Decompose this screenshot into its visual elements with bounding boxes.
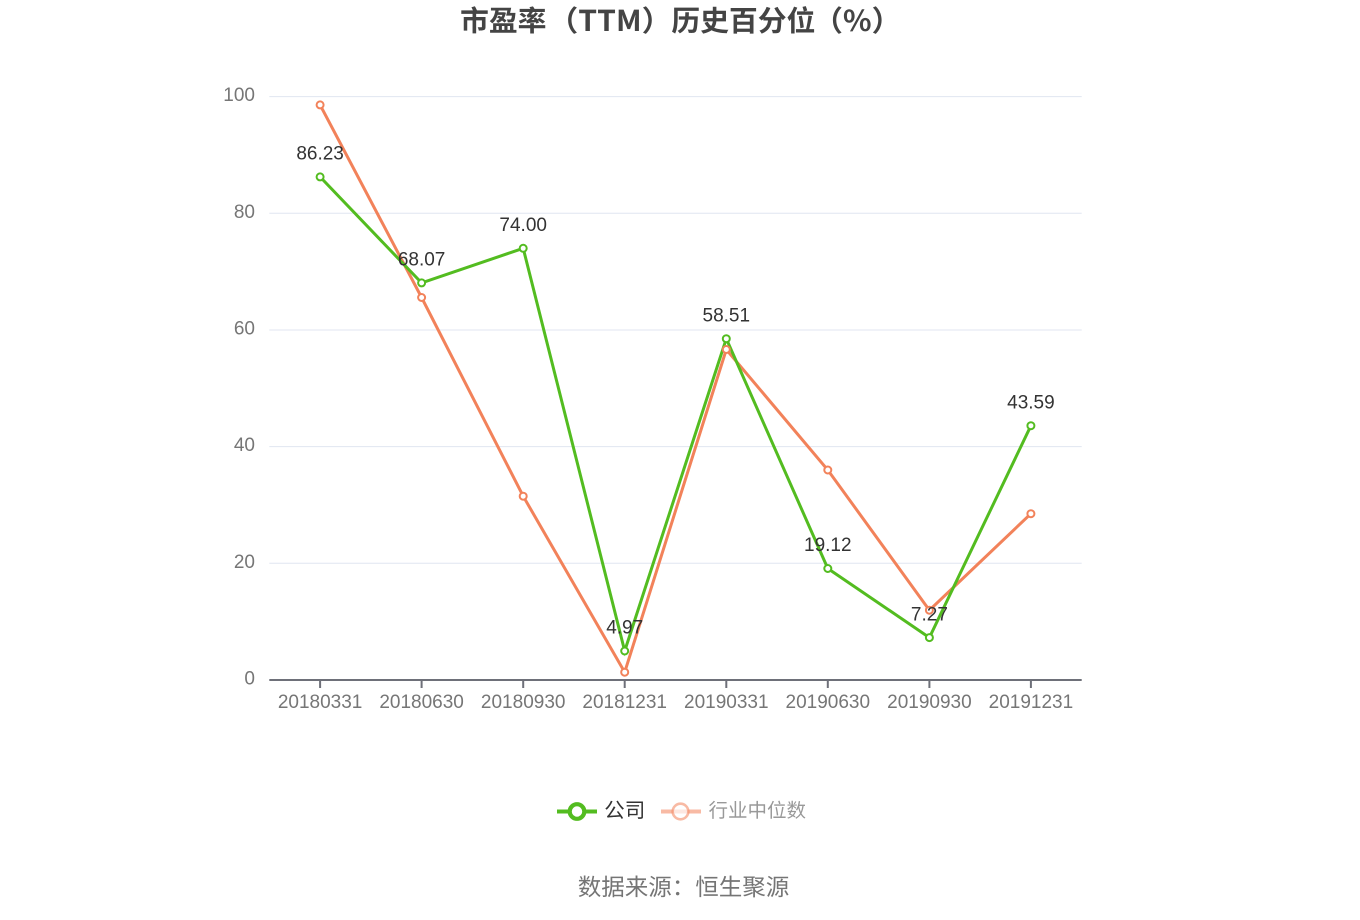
svg-text:58.51: 58.51 [703,305,751,326]
svg-text:100: 100 [223,85,255,106]
svg-text:60: 60 [234,319,255,340]
svg-text:20181231: 20181231 [582,692,667,713]
svg-text:20: 20 [234,552,255,573]
svg-text:20180930: 20180930 [481,692,566,713]
svg-text:80: 80 [234,202,255,223]
svg-text:43.59: 43.59 [1007,392,1055,413]
svg-text:40: 40 [234,435,255,456]
svg-text:68.07: 68.07 [398,250,446,271]
svg-text:20190630: 20190630 [786,692,871,713]
svg-text:86.23: 86.23 [296,144,344,165]
svg-text:74.00: 74.00 [499,215,547,236]
svg-text:4.97: 4.97 [606,618,643,639]
svg-text:19.12: 19.12 [804,535,852,556]
svg-text:0: 0 [244,669,255,690]
svg-text:7.27: 7.27 [911,604,948,625]
svg-text:20190930: 20190930 [887,692,972,713]
svg-text:20180630: 20180630 [379,692,464,713]
svg-text:20191231: 20191231 [989,692,1074,713]
svg-text:20190331: 20190331 [684,692,769,713]
svg-text:20180331: 20180331 [278,692,363,713]
